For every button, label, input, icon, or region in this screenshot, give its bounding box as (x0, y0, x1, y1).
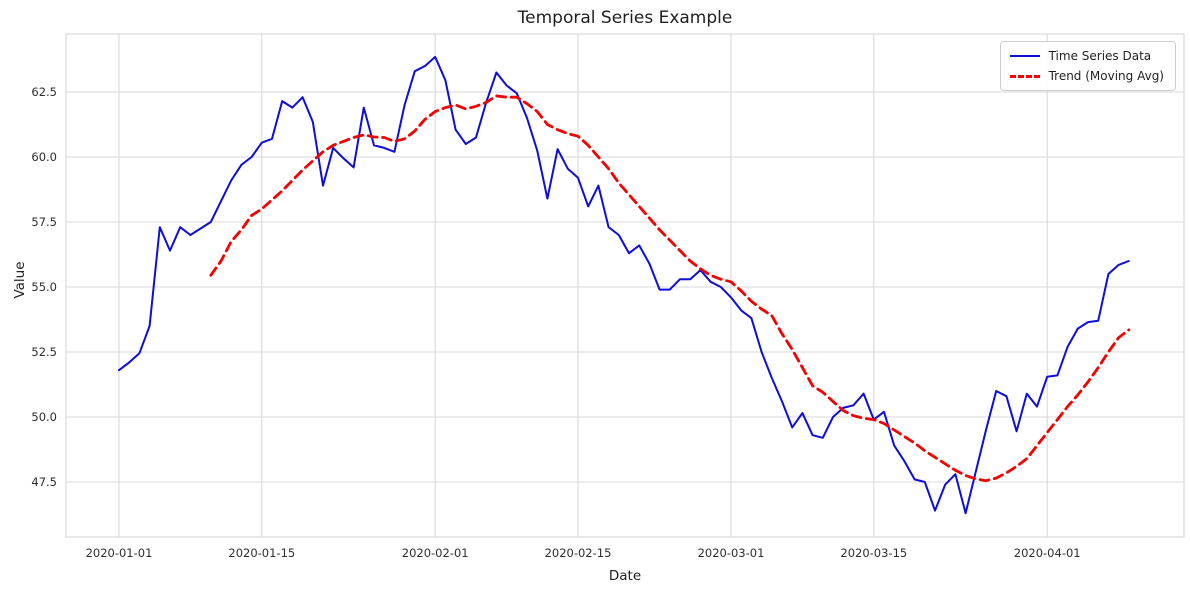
y-tick-label: 60.0 (31, 150, 57, 164)
time-series-line-swatch (1009, 55, 1040, 57)
trend-line-swatch (1009, 74, 1040, 78)
x-axis-label: Date (608, 568, 642, 584)
y-tick-label: 47.5 (31, 475, 57, 489)
plot-area (65, 33, 1185, 538)
x-tick-label: 2020-02-01 (402, 546, 469, 560)
chart-title: Temporal Series Example (517, 8, 733, 28)
legend-label-time-series: Time Series Data (1048, 49, 1152, 63)
legend-item-time-series: Time Series Data (1009, 49, 1164, 63)
trend-line (209, 94, 1131, 483)
x-tick-label: 2020-03-15 (840, 546, 907, 560)
time-series-line (118, 55, 1130, 515)
y-axis-label: Value (12, 261, 28, 299)
y-tick-label: 52.5 (31, 345, 57, 359)
y-tick-label: 62.5 (31, 85, 57, 99)
legend-box: Time Series Data Trend (Moving Avg) (999, 41, 1176, 91)
x-tick-label: 2020-01-01 (86, 546, 153, 560)
x-tick-label: 2020-02-15 (545, 546, 612, 560)
y-tick-label: 55.0 (31, 280, 57, 294)
x-tick-label: 2020-03-01 (698, 546, 765, 560)
y-tick-label: 50.0 (31, 410, 57, 424)
legend-item-trend: Trend (Moving Avg) (1009, 69, 1164, 83)
y-tick-label: 57.5 (31, 215, 57, 229)
x-tick-label: 2020-01-15 (228, 546, 295, 560)
x-tick-label: 2020-04-01 (1014, 546, 1081, 560)
legend-label-trend: Trend (Moving Avg) (1048, 69, 1164, 83)
